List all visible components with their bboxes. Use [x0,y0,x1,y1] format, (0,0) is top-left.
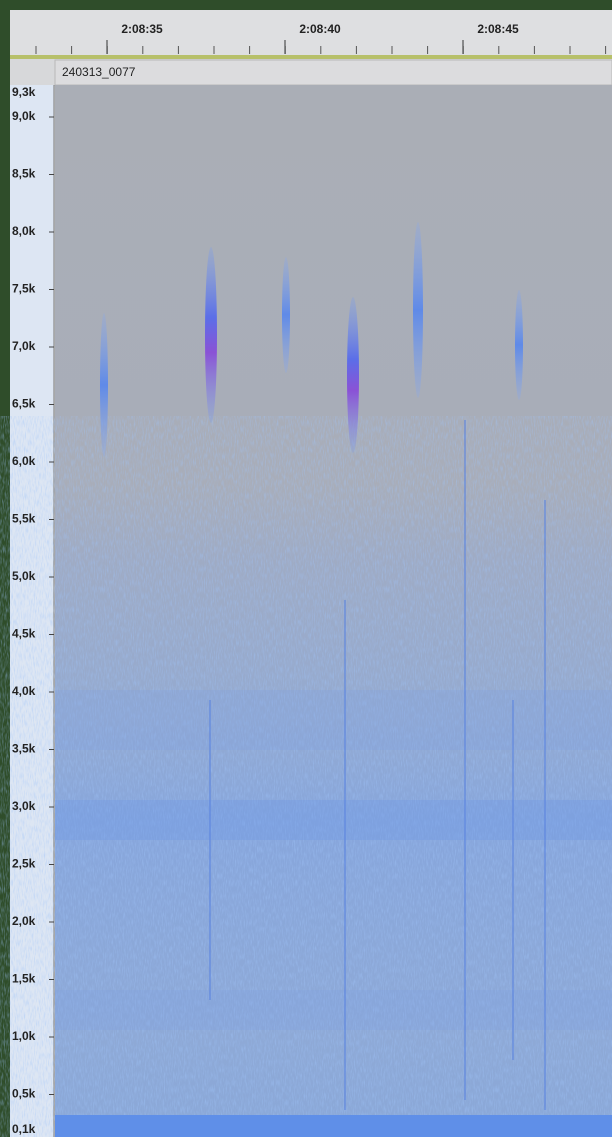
frequency-label: 8,0k [12,224,36,238]
frequency-label: 1,0k [12,1029,36,1043]
frequency-label: 7,5k [12,282,36,296]
frequency-label: 0,5k [12,1087,36,1101]
track-name-bar[interactable] [54,59,612,86]
band [55,990,612,1030]
band [55,1115,612,1137]
frequency-label: 6,0k [12,454,36,468]
call [205,247,217,423]
frequency-label: 0,1k [12,1122,36,1136]
frequency-label: 3,0k [12,799,36,813]
noise [55,480,612,1120]
frequency-label: 6,5k [12,397,36,411]
frequency-label: 5,0k [12,569,36,583]
frequency-label: 2,5k [12,857,36,871]
frequency-label: 4,5k [12,627,36,641]
band [55,800,612,840]
frequency-label: 9,0k [12,109,36,123]
time-label: 2:08:40 [299,22,341,36]
frequency-label: 4,0k [12,684,36,698]
call [347,297,359,453]
call [515,290,523,400]
frequency-label: 8,5k [12,167,36,181]
call [100,313,108,457]
ruler-edge [10,55,612,59]
frequency-axis [10,85,54,1137]
time-label: 2:08:35 [121,22,163,36]
time-label: 2:08:45 [477,22,519,36]
frequency-label: 2,0k [12,914,36,928]
frequency-label: 3,5k [12,742,36,756]
band [55,690,612,750]
time-ruler[interactable] [10,10,612,55]
frequency-label: 1,5k [12,972,36,986]
track-name: 240313_0077 [62,65,136,79]
call [282,257,290,373]
frequency-label: 9,3k [12,85,36,99]
frequency-label: 5,5k [12,512,36,526]
call [413,222,423,398]
frequency-label: 7,0k [12,339,36,353]
